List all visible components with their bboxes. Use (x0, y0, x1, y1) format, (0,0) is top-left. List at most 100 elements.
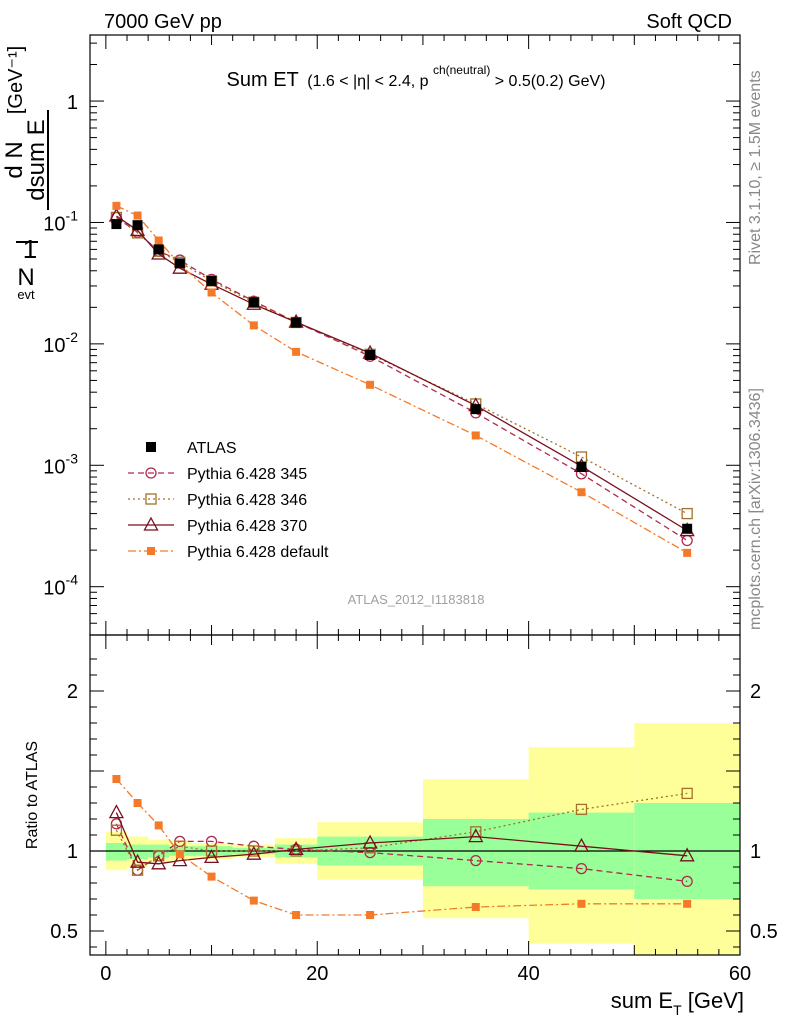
data-point (366, 380, 375, 389)
svg-text:1: 1 (23, 234, 37, 264)
ratio-point (292, 911, 301, 919)
x-tick-label: 60 (729, 963, 751, 985)
ratio-point (468, 828, 484, 843)
data-point (576, 461, 587, 472)
data-point (249, 321, 258, 330)
ratio-point (288, 841, 304, 856)
ratio-point (153, 850, 165, 862)
data-point (132, 220, 143, 231)
data-point (154, 236, 163, 245)
main-plot-title: Sum ET (1.6 < |η| < 2.4, p ch(neutral) >… (227, 61, 606, 91)
ratio-point (249, 896, 258, 905)
data-point (681, 507, 693, 520)
ratio-point (129, 853, 146, 868)
ratio-point (679, 847, 695, 862)
inner-uncertainty-band (105, 843, 127, 861)
data-point (207, 288, 216, 297)
ratio-tick-labels: 0.5 0.51 12 20 20 40 60 (50, 681, 778, 985)
ratio-point (175, 850, 184, 859)
legend-label: Pythia 6.428 default (187, 544, 329, 561)
ratio-point (575, 862, 588, 875)
ratio-point (207, 872, 216, 881)
ratio-y-axis-label: Ratio to ATLAS (24, 741, 41, 849)
ratio-y-tick-label-right: 0.5 (750, 921, 778, 943)
data-point (174, 258, 185, 269)
svg-text:d N: d N (1, 141, 28, 178)
ratio-point (203, 849, 220, 864)
data-point (683, 548, 692, 557)
rivet-label: Rivet 3.1.10, ≥ 1.5M events (747, 70, 764, 265)
ratio-point (683, 899, 692, 908)
ratio-series-line (115, 823, 688, 883)
energy-label: 7000 GeV pp (104, 11, 222, 33)
analysis-id-label: ATLAS_2012_I1183818 (348, 592, 485, 607)
mcplots-label: mcplots.cern.ch [arXiv:1306.3436] (747, 388, 764, 630)
legend-marker (146, 442, 156, 452)
inner-uncertainty-band (126, 844, 149, 859)
ratio-y-tick-label-right: 1 (750, 841, 761, 863)
main-y-tick-labels: 1 10-1 10-2 10-3 10-4 (43, 92, 78, 600)
data-point (248, 297, 259, 308)
ratio-point (131, 864, 144, 876)
legend-marker (145, 467, 157, 479)
ratio-plot-frame (89, 634, 741, 956)
ratio-point (133, 799, 142, 807)
y-tick-label: 1 (67, 92, 78, 114)
y-tick-label: 10-3 (43, 450, 78, 478)
ratio-point (246, 845, 262, 860)
y-tick-label: 10-1 (43, 207, 78, 235)
ratio-series-line (115, 778, 688, 916)
data-point (577, 488, 586, 497)
legend: ATLAS Pythia 6.428 345 Pythia 6.428 346 Pyt… (128, 440, 329, 561)
svg-text:dsum E: dsum E (23, 119, 50, 200)
legend-label: ATLAS (187, 440, 237, 457)
legend-label: Pythia 6.428 370 (187, 518, 307, 535)
ratio-y-tick-label-right: 2 (750, 681, 761, 703)
x-axis-label: sum ET [GeV] (611, 988, 744, 1018)
ratio-plot-panel: 0.5 0.51 12 20 20 40 60 Ratio to ATLAS sum ET … (24, 634, 778, 1018)
legend-marker (143, 516, 159, 531)
ratio-y-tick-label: 0.5 (50, 921, 78, 943)
ratio-point (362, 834, 378, 849)
svg-text:N: N (17, 264, 34, 291)
process-label: Soft QCD (646, 11, 732, 33)
data-point (470, 404, 481, 415)
data-point (365, 349, 376, 360)
ratio-point (151, 855, 167, 870)
data-point (291, 317, 302, 328)
legend-label: Pythia 6.428 345 (187, 466, 307, 483)
ratio-y-tick-label: 1 (67, 841, 78, 863)
data-point (682, 523, 693, 534)
ratio-y-tick-label: 2 (67, 681, 78, 703)
ratio-point (112, 775, 121, 783)
ratio-point (172, 852, 188, 867)
ratio-series-line (115, 812, 688, 865)
legend-marker (145, 493, 157, 505)
ratio-point (154, 821, 163, 830)
ratio-point (471, 903, 480, 911)
series-line (116, 216, 688, 515)
main-axis-ticks (90, 35, 741, 636)
data-point (111, 219, 122, 230)
ratio-point (108, 804, 125, 819)
ratio-axis-ticks (90, 635, 741, 955)
main-y-axis-label: 1 N evt d N dsum E [GeV⁻¹] (1, 46, 50, 302)
x-tick-label: 20 (306, 963, 328, 985)
ratio-point (366, 911, 375, 919)
data-point (292, 347, 301, 356)
ratio-point (681, 875, 693, 888)
legend-marker (147, 547, 155, 555)
ratio-point (575, 803, 588, 816)
ratio-point (577, 899, 586, 908)
ratio-point (681, 787, 693, 800)
ratio-plot-data (108, 775, 695, 919)
data-point (112, 201, 121, 210)
data-point (471, 431, 480, 440)
ratio-point (205, 845, 218, 857)
data-point (153, 244, 164, 255)
ratio-point (573, 837, 590, 852)
ratio-point (110, 824, 123, 836)
y-tick-label: 10-2 (43, 329, 78, 357)
ratio-point (470, 854, 482, 867)
main-plot-data (108, 201, 695, 557)
